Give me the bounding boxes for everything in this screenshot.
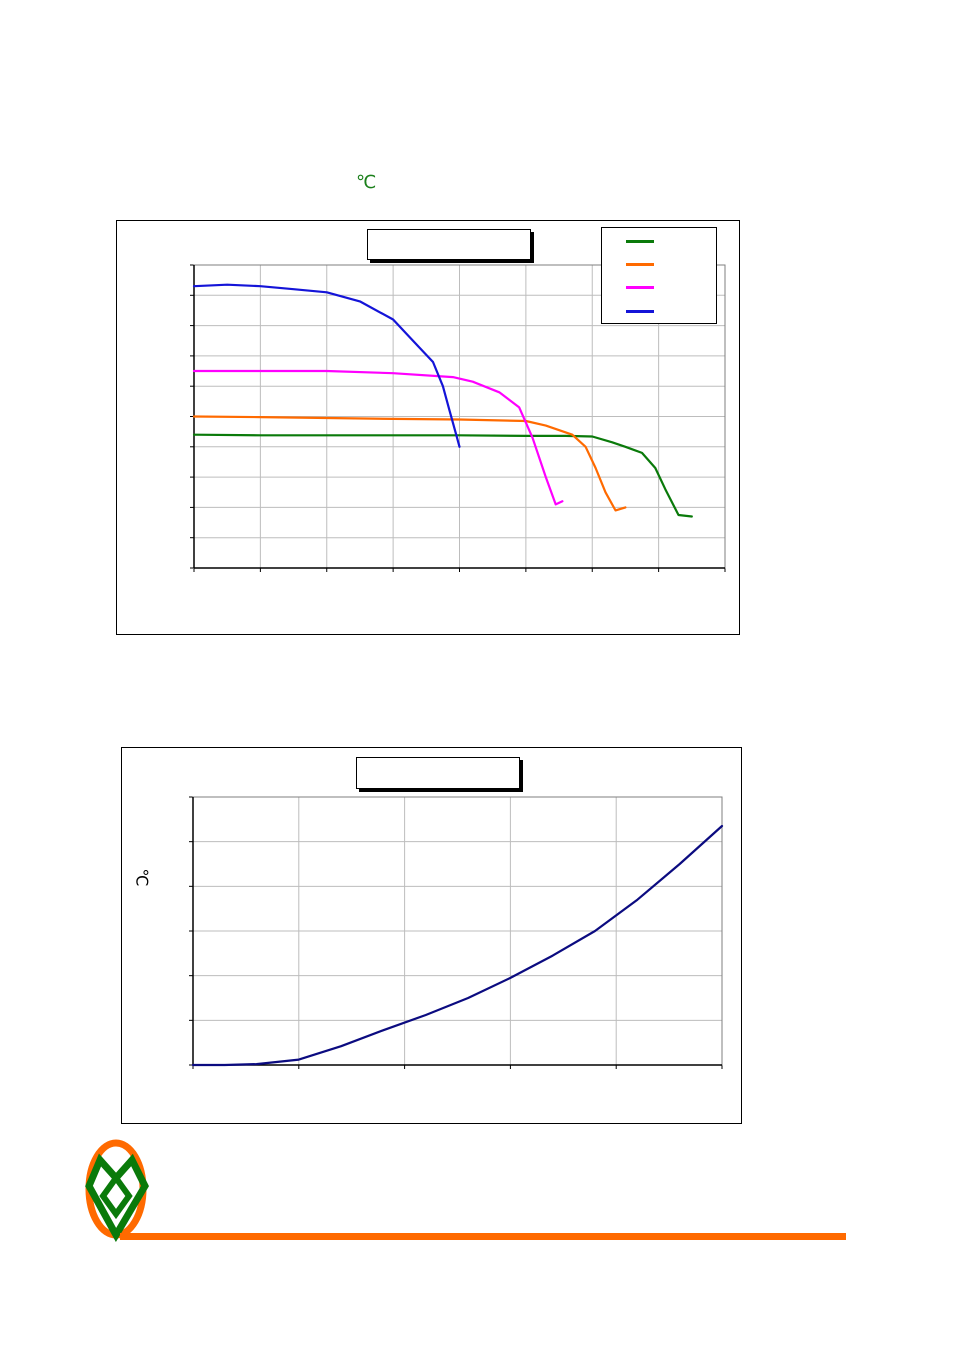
chart1-legend	[601, 227, 717, 324]
legend-swatch-series-4	[626, 310, 654, 313]
legend-swatch-series-3	[626, 286, 654, 289]
chart1-title	[367, 229, 531, 260]
legend-swatch-series-2	[626, 263, 654, 266]
chart2-y-axis-label: ℃	[132, 868, 152, 887]
chart2-frame	[121, 747, 742, 1124]
footer-orange-rule	[120, 1233, 846, 1240]
company-logo	[85, 1139, 149, 1242]
logo-inner-diamond	[99, 1172, 133, 1220]
legend-swatch-series-1	[626, 240, 654, 243]
logo-orange-ring	[85, 1139, 147, 1239]
chart2-title	[356, 757, 520, 789]
temperature-unit-note: ℃	[356, 172, 377, 193]
